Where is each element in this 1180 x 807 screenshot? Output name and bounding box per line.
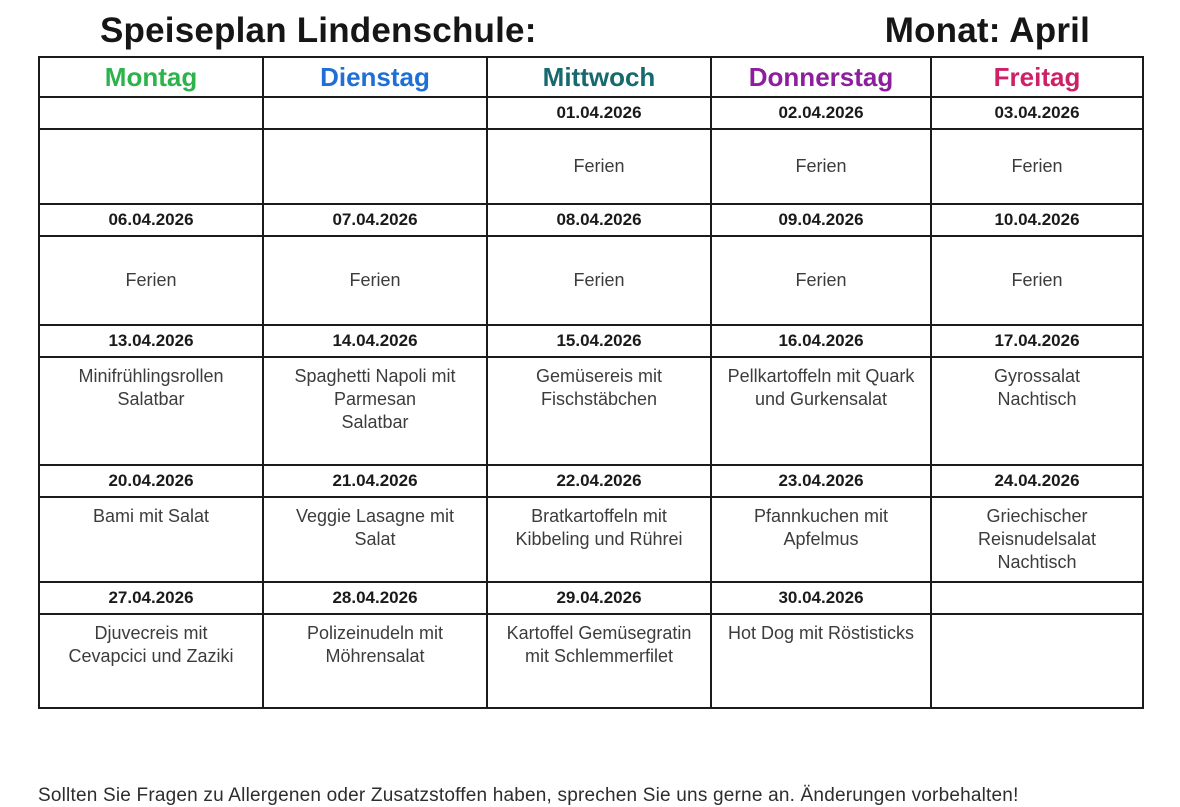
title-row: Speiseplan Lindenschule: Monat: April — [38, 6, 1142, 56]
meal-cell: Hot Dog mit Röstisticks — [710, 613, 932, 709]
week4-date-row: 20.04.2026 21.04.2026 22.04.2026 23.04.2… — [38, 464, 1144, 498]
date-cell: 03.04.2026 — [930, 96, 1144, 130]
day-header-row: Montag Dienstag Mittwoch Donnerstag Frei… — [38, 56, 1144, 98]
date-cell: 24.04.2026 — [930, 464, 1144, 498]
day-header-freitag: Freitag — [930, 56, 1144, 98]
date-cell: 29.04.2026 — [486, 581, 712, 615]
meal-cell: Polizeinudeln mit Möhrensalat — [262, 613, 488, 709]
date-cell: 08.04.2026 — [486, 203, 712, 237]
page-title: Speiseplan Lindenschule: — [100, 11, 537, 50]
date-cell: 14.04.2026 — [262, 324, 488, 358]
week3-date-row: 13.04.2026 14.04.2026 15.04.2026 16.04.2… — [38, 324, 1144, 358]
meal-cell: Bratkartoffeln mit Kibbeling und Rührei — [486, 496, 712, 583]
date-cell: 07.04.2026 — [262, 203, 488, 237]
meal-cell: Pfannkuchen mit Apfelmus — [710, 496, 932, 583]
date-cell: 16.04.2026 — [710, 324, 932, 358]
meal-cell: Ferien — [930, 235, 1144, 326]
week1-meal-row: Ferien Ferien Ferien — [38, 128, 1144, 205]
week4-meal-row: Bami mit Salat Veggie Lasagne mit Salat … — [38, 496, 1144, 583]
week1-date-row: 01.04.2026 02.04.2026 03.04.2026 — [38, 96, 1144, 130]
meal-cell: Minifrühlingsrollen Salatbar — [38, 356, 264, 466]
week5-meal-row: Djuvecreis mit Cevapcici und Zaziki Poli… — [38, 613, 1144, 709]
meal-cell: Gyrossalat Nachtisch — [930, 356, 1144, 466]
meal-cell: Spaghetti Napoli mit Parmesan Salatbar — [262, 356, 488, 466]
day-header-montag: Montag — [38, 56, 264, 98]
date-cell — [38, 96, 264, 130]
meal-cell: Ferien — [486, 235, 712, 326]
meal-plan-table: Montag Dienstag Mittwoch Donnerstag Frei… — [38, 56, 1144, 709]
date-cell: 30.04.2026 — [710, 581, 932, 615]
date-cell: 06.04.2026 — [38, 203, 264, 237]
meal-cell — [262, 128, 488, 205]
meal-cell: Pellkartoffeln mit Quark und Gurkensalat — [710, 356, 932, 466]
date-cell: 23.04.2026 — [710, 464, 932, 498]
date-cell — [262, 96, 488, 130]
date-cell: 02.04.2026 — [710, 96, 932, 130]
meal-cell: Veggie Lasagne mit Salat — [262, 496, 488, 583]
day-header-mittwoch: Mittwoch — [486, 56, 712, 98]
month-label: Monat: April — [884, 11, 1090, 50]
date-cell — [930, 581, 1144, 615]
date-cell: 27.04.2026 — [38, 581, 264, 615]
week2-date-row: 06.04.2026 07.04.2026 08.04.2026 09.04.2… — [38, 203, 1144, 237]
date-cell: 10.04.2026 — [930, 203, 1144, 237]
day-header-donnerstag: Donnerstag — [710, 56, 932, 98]
week5-date-row: 27.04.2026 28.04.2026 29.04.2026 30.04.2… — [38, 581, 1144, 615]
meal-cell: Bami mit Salat — [38, 496, 264, 583]
date-cell: 21.04.2026 — [262, 464, 488, 498]
footer-note: Sollten Sie Fragen zu Allergenen oder Zu… — [38, 785, 1019, 806]
meal-cell — [38, 128, 264, 205]
meal-cell: Ferien — [262, 235, 488, 326]
date-cell: 15.04.2026 — [486, 324, 712, 358]
date-cell: 20.04.2026 — [38, 464, 264, 498]
date-cell: 13.04.2026 — [38, 324, 264, 358]
meal-cell: Ferien — [38, 235, 264, 326]
meal-cell: Djuvecreis mit Cevapcici und Zaziki — [38, 613, 264, 709]
week2-meal-row: Ferien Ferien Ferien Ferien Ferien — [38, 235, 1144, 326]
meal-cell: Ferien — [486, 128, 712, 205]
meal-cell: Ferien — [710, 235, 932, 326]
week3-meal-row: Minifrühlingsrollen Salatbar Spaghetti N… — [38, 356, 1144, 466]
meal-cell: Ferien — [930, 128, 1144, 205]
meal-cell: Gemüsereis mit Fischstäbchen — [486, 356, 712, 466]
date-cell: 28.04.2026 — [262, 581, 488, 615]
meal-cell: Ferien — [710, 128, 932, 205]
date-cell: 01.04.2026 — [486, 96, 712, 130]
date-cell: 09.04.2026 — [710, 203, 932, 237]
meal-cell: Kartoffel Gemüsegratin mit Schlemmerfile… — [486, 613, 712, 709]
meal-cell: Griechischer Reisnudelsalat Nachtisch — [930, 496, 1144, 583]
date-cell: 17.04.2026 — [930, 324, 1144, 358]
day-header-dienstag: Dienstag — [262, 56, 488, 98]
date-cell: 22.04.2026 — [486, 464, 712, 498]
meal-cell — [930, 613, 1144, 709]
